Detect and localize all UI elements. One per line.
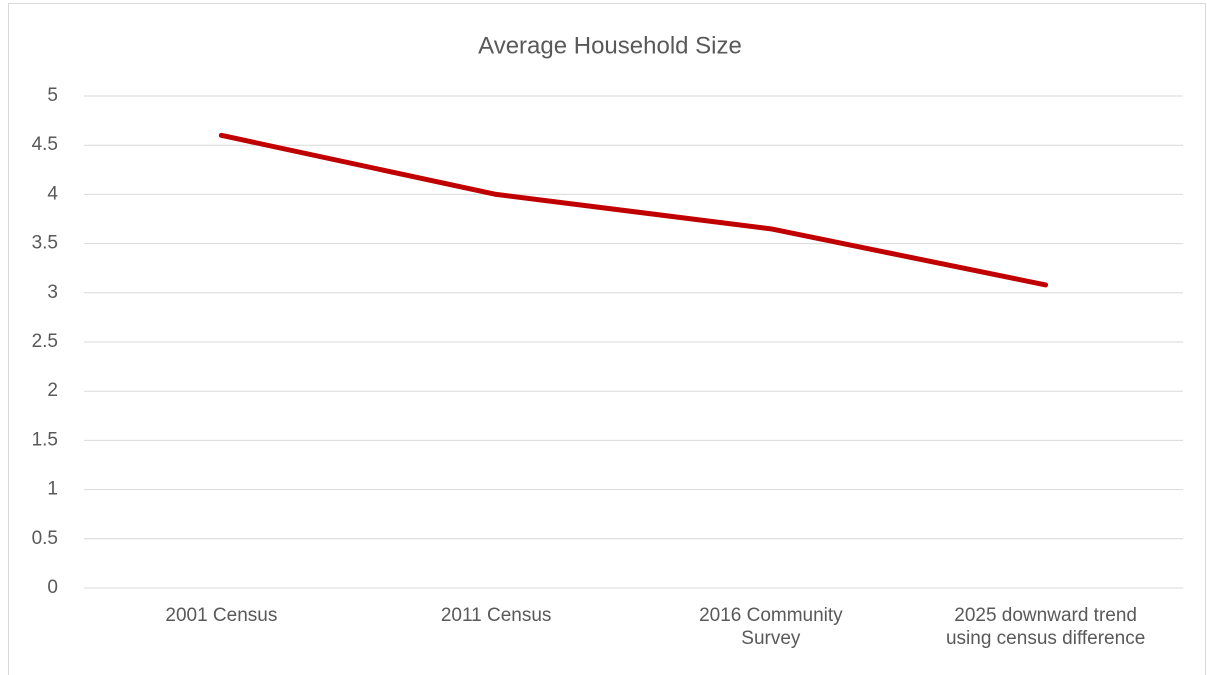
chart-title: Average Household Size [478,32,742,59]
x-tick-label: 2025 downward trend using census differe… [945,605,1146,649]
x-tick-label: 2011 Census [440,605,552,626]
data-line [218,132,1049,288]
y-tick-label: 2 [47,380,58,401]
y-tick-label: 3.5 [32,233,58,254]
x-tick-label: 2001 Census [165,605,278,626]
chart-border [8,3,1206,675]
y-tick-label: 0.5 [32,528,58,549]
y-tick-label: 1.5 [32,429,58,450]
x-tick-label: 2016 Community Survey [699,605,843,649]
y-tick-label: 5 [47,85,58,106]
y-tick-label: 4 [47,183,58,204]
y-tick-label: 2.5 [32,331,58,352]
y-tick-label: 4.5 [32,134,58,155]
y-tick-label: 1 [47,479,58,500]
y-tick-label: 0 [47,577,58,598]
y-tick-label: 3 [47,282,58,303]
